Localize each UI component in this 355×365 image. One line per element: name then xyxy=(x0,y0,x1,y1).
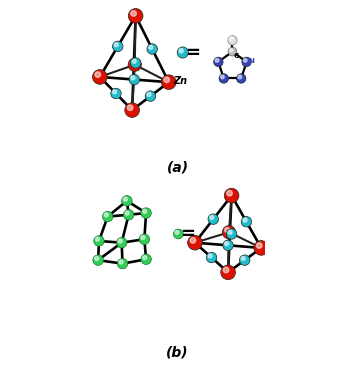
Circle shape xyxy=(113,41,123,51)
Circle shape xyxy=(190,238,196,243)
Circle shape xyxy=(162,75,176,89)
Circle shape xyxy=(95,237,99,241)
Circle shape xyxy=(241,257,245,261)
Circle shape xyxy=(226,229,237,239)
Circle shape xyxy=(95,72,100,77)
Circle shape xyxy=(147,92,151,96)
Text: (b): (b) xyxy=(166,346,189,360)
Circle shape xyxy=(93,70,107,84)
Circle shape xyxy=(206,252,217,263)
Circle shape xyxy=(164,77,169,82)
Circle shape xyxy=(188,235,202,250)
Circle shape xyxy=(130,60,135,65)
Circle shape xyxy=(129,74,140,85)
Circle shape xyxy=(214,57,223,66)
Text: =: = xyxy=(185,43,200,62)
Circle shape xyxy=(208,254,212,258)
Circle shape xyxy=(149,45,153,49)
Circle shape xyxy=(208,214,219,224)
Circle shape xyxy=(124,197,127,201)
Text: N: N xyxy=(248,58,255,64)
Circle shape xyxy=(242,57,251,66)
Circle shape xyxy=(95,257,99,261)
Circle shape xyxy=(177,47,188,58)
Circle shape xyxy=(219,74,229,83)
Circle shape xyxy=(238,75,242,79)
Circle shape xyxy=(114,43,118,47)
Circle shape xyxy=(118,239,122,243)
Circle shape xyxy=(145,91,156,101)
Circle shape xyxy=(254,241,269,255)
Circle shape xyxy=(227,191,232,196)
Circle shape xyxy=(128,8,143,23)
Circle shape xyxy=(131,76,135,80)
Circle shape xyxy=(94,236,104,246)
Circle shape xyxy=(244,59,247,62)
Circle shape xyxy=(228,47,237,56)
Circle shape xyxy=(141,208,151,218)
Circle shape xyxy=(141,254,151,265)
Circle shape xyxy=(139,234,149,245)
Circle shape xyxy=(131,11,136,16)
Circle shape xyxy=(113,90,116,94)
Circle shape xyxy=(210,215,214,219)
Circle shape xyxy=(143,210,147,214)
Circle shape xyxy=(223,240,233,250)
Circle shape xyxy=(243,218,247,222)
Circle shape xyxy=(132,59,136,63)
Circle shape xyxy=(111,88,121,99)
Circle shape xyxy=(224,188,239,203)
Circle shape xyxy=(221,265,235,280)
Circle shape xyxy=(225,228,230,233)
Text: C: C xyxy=(234,53,239,59)
Circle shape xyxy=(125,103,140,118)
Circle shape xyxy=(127,105,133,111)
Text: (a): (a) xyxy=(166,161,189,175)
Text: =: = xyxy=(180,225,195,243)
Circle shape xyxy=(122,196,132,206)
Circle shape xyxy=(103,211,113,222)
Circle shape xyxy=(124,210,134,220)
Circle shape xyxy=(143,255,147,260)
Circle shape xyxy=(130,58,141,68)
Circle shape xyxy=(179,49,183,53)
Circle shape xyxy=(221,75,224,79)
Circle shape xyxy=(223,267,229,273)
Circle shape xyxy=(230,49,233,52)
Circle shape xyxy=(104,213,108,217)
Circle shape xyxy=(175,231,179,234)
Circle shape xyxy=(147,44,157,54)
Circle shape xyxy=(119,260,123,264)
Circle shape xyxy=(236,74,246,83)
Circle shape xyxy=(228,35,237,45)
Circle shape xyxy=(225,242,229,246)
Circle shape xyxy=(125,211,129,215)
Circle shape xyxy=(141,235,145,239)
Circle shape xyxy=(229,37,233,41)
Circle shape xyxy=(116,238,127,248)
Circle shape xyxy=(117,258,128,269)
Circle shape xyxy=(228,230,232,234)
Circle shape xyxy=(241,216,252,227)
Circle shape xyxy=(239,255,250,265)
Circle shape xyxy=(93,255,103,265)
Circle shape xyxy=(128,58,141,71)
Circle shape xyxy=(215,59,219,62)
Circle shape xyxy=(174,229,183,239)
Circle shape xyxy=(256,243,262,248)
Circle shape xyxy=(222,226,236,239)
Text: Zn: Zn xyxy=(173,76,187,86)
